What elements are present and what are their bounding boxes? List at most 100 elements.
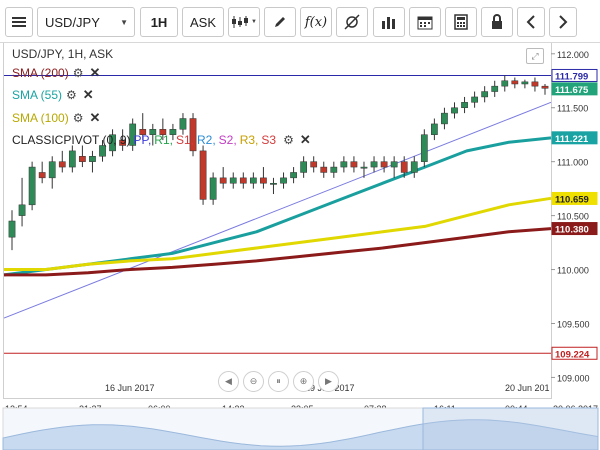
reset-zoom-icon[interactable]: ⏸ [268, 371, 289, 392]
y-tick-label: 110.000 [557, 266, 589, 276]
calculator-button[interactable] [445, 7, 477, 37]
date-label: 20 Jun 201 [505, 383, 550, 393]
candle-body [209, 177, 217, 200]
price-chart[interactable]: 112.000 111.500 111.000 110.500 110.000 109.5… [0, 43, 600, 450]
lock-button[interactable] [481, 7, 513, 37]
candle-body [8, 220, 16, 238]
sma-200-label: SMA (200) [12, 66, 69, 80]
scroll-forward-icon[interactable]: ▶ [318, 371, 339, 392]
y-tick-label: 111.000 [557, 158, 588, 168]
candle-body [99, 145, 106, 157]
symbol-dropdown[interactable]: USD/JPY ▼ [37, 7, 135, 37]
calendar-icon [417, 16, 433, 30]
y-tick-label: 112.000 [557, 50, 589, 60]
price-label-box [551, 68, 598, 82]
candle-body [48, 161, 56, 179]
scroll-back-icon[interactable]: ◀ [218, 371, 239, 392]
candle-body [380, 161, 388, 168]
y-tick-label: 111.500 [557, 104, 588, 114]
candle-body [521, 81, 529, 85]
candle-body [360, 166, 368, 169]
sma-line [4, 227, 552, 277]
y-tick-label: 109.000 [557, 373, 590, 383]
close-icon[interactable]: ✕ [89, 65, 101, 80]
chart-type-button[interactable]: ▼ [228, 7, 260, 37]
price-label-box [551, 191, 598, 205]
navigator-series [2, 419, 599, 450]
gear-icon[interactable]: ⚙ [72, 66, 84, 80]
maximize-icon[interactable]: ⤢ [526, 48, 544, 64]
draw-tool-button[interactable] [264, 7, 296, 37]
close-icon[interactable]: ✕ [299, 132, 311, 147]
legend-classic-pivot[interactable]: CLASSICPIVOT (0, 9) PP, R1, S1, R2, S2, R3, S3… [12, 132, 311, 148]
calendar-button[interactable] [409, 7, 441, 37]
scroll-left-button[interactable] [517, 7, 545, 37]
close-icon[interactable]: ✕ [89, 110, 101, 125]
candle-body [149, 129, 157, 135]
gear-icon[interactable]: ⚙ [72, 111, 84, 125]
chart-area[interactable]: 112.000 111.500 111.000 110.500 110.000 109.5… [0, 43, 600, 450]
pivot-part: S3 [261, 133, 277, 147]
candle-body [79, 156, 86, 162]
candle-body [310, 161, 318, 168]
price-label: 111.799 [555, 71, 588, 82]
price-side-dropdown[interactable]: ASK [182, 7, 224, 37]
legend-sma-100[interactable]: SMA (100) ⚙ ✕ [12, 110, 100, 126]
candle-body [68, 150, 76, 168]
chevron-left-icon [526, 15, 535, 29]
price-label: 109.224 [555, 349, 590, 360]
candle-body [431, 123, 438, 135]
timeframe-dropdown[interactable]: 1H [140, 7, 178, 37]
candle-body [531, 81, 539, 87]
candle-body [340, 161, 348, 168]
candle-body [410, 161, 418, 173]
gear-icon[interactable]: ⚙ [66, 88, 77, 102]
candle-body [18, 204, 26, 216]
plot-frame [3, 43, 552, 399]
candle-body [199, 150, 207, 200]
bar-chart-button[interactable] [373, 7, 405, 37]
price-side-label: ASK [189, 14, 216, 30]
candle-body [109, 134, 116, 152]
zoom-out-icon[interactable]: ⊖ [243, 371, 264, 392]
pencil-icon [275, 17, 285, 27]
chevron-right-icon [559, 15, 568, 29]
candle-body [541, 85, 549, 89]
crosshair-icon [344, 14, 360, 30]
candle-body [139, 129, 147, 135]
candle-body [189, 118, 197, 152]
sma-55-label: SMA (55) [12, 88, 63, 102]
crosshair-button[interactable] [336, 7, 368, 37]
menu-icon[interactable] [5, 7, 33, 37]
candle-body [119, 139, 126, 146]
scroll-right-button[interactable] [549, 7, 577, 37]
sma-100-label: SMA (100) [12, 111, 69, 125]
candle-body [451, 107, 458, 114]
gear-icon[interactable]: ⚙ [283, 133, 294, 147]
price-label-box [551, 82, 598, 96]
candle-body [249, 177, 257, 184]
date-label: 16 Jun 2017 [105, 383, 155, 393]
lock-icon [492, 14, 502, 29]
price-label: 110.659 [555, 194, 589, 205]
legend-sma-55[interactable]: SMA (55) ⚙ ✕ [12, 87, 94, 103]
y-tick-label: 109.500 [557, 319, 590, 329]
close-icon[interactable]: ✕ [82, 87, 94, 102]
legend-sma-200[interactable]: SMA (200) ⚙ ✕ [12, 65, 100, 81]
candle-body [38, 172, 46, 179]
candle-body [461, 102, 468, 108]
indicators-button[interactable]: f(x) [300, 7, 332, 37]
chart-header-label: USD/JPY, 1H, ASK [12, 47, 114, 61]
price-label-box [551, 222, 598, 236]
pivot-label: CLASSICPIVOT (0, 9) [12, 133, 131, 147]
calculator-icon [454, 14, 468, 30]
candle-body [501, 80, 509, 87]
candle-body [270, 182, 277, 185]
zoom-in-icon[interactable]: ⊕ [293, 371, 314, 392]
price-label-box [551, 346, 598, 360]
sma-line [4, 196, 552, 271]
pivot-part: PP, [133, 133, 152, 147]
candle-body [229, 177, 237, 184]
toolbar: USD/JPY ▼ 1H ASK ▼ f(x) [0, 0, 600, 43]
chart-navigation: ◀ ⊖ ⏸ ⊕ ▶ [218, 371, 339, 392]
